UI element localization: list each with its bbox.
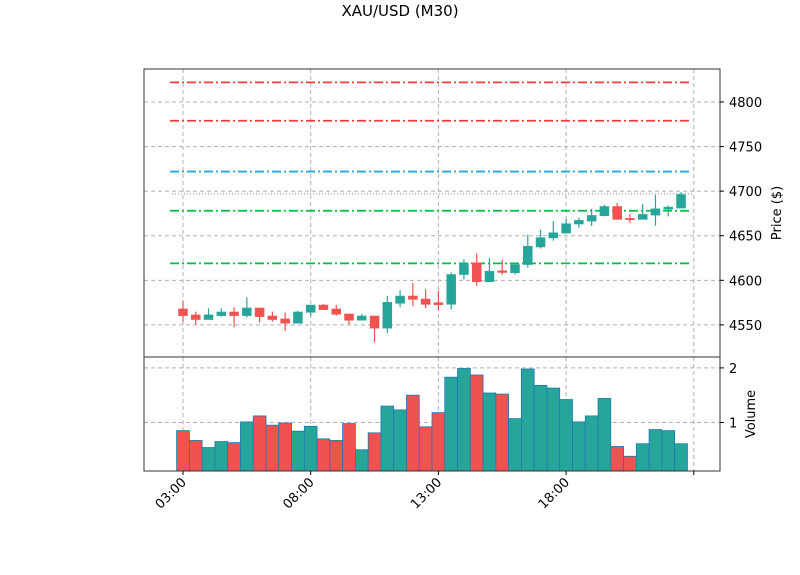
price-tick-label: 4800 xyxy=(729,96,762,111)
volume-bar xyxy=(214,441,229,472)
candle-body xyxy=(510,264,520,274)
candle-body xyxy=(191,314,201,320)
candle-body xyxy=(599,206,610,217)
candle-body xyxy=(267,315,278,320)
volume-bar xyxy=(380,405,395,472)
volume-bar xyxy=(635,443,650,472)
candle-body xyxy=(471,262,482,282)
candle-body xyxy=(280,318,290,324)
volume-tick-label: 2 xyxy=(729,362,737,377)
price-axis-label: Price ($) xyxy=(770,186,785,240)
candle-body xyxy=(216,311,227,316)
candle-body xyxy=(535,237,546,248)
candle-body xyxy=(650,208,661,216)
volume-bar xyxy=(521,368,535,472)
x-tick-label: 08:00 xyxy=(280,475,317,512)
candle-body xyxy=(433,302,444,305)
price-tick-label: 4600 xyxy=(729,274,762,289)
candle-body xyxy=(676,194,686,209)
candle-body xyxy=(242,307,252,316)
volume-bar xyxy=(661,430,676,472)
volume-bar xyxy=(533,384,548,472)
volume-bar xyxy=(316,438,331,472)
candle-body xyxy=(637,214,648,220)
candle-body xyxy=(497,270,507,273)
volume-bar xyxy=(431,412,446,472)
candle-body xyxy=(574,220,584,225)
candle-body xyxy=(318,304,329,310)
volume-bar xyxy=(176,430,190,472)
candle-body xyxy=(625,218,635,220)
volume-bar xyxy=(418,426,433,472)
candle-body xyxy=(305,304,316,313)
volume-bar xyxy=(393,409,407,472)
candle-body xyxy=(357,315,367,321)
volume-bar xyxy=(623,455,637,472)
price-tick-label: 4550 xyxy=(729,319,762,334)
volume-bar xyxy=(546,387,561,472)
volume-bar xyxy=(329,440,344,472)
x-tick-label: 13:00 xyxy=(408,475,445,512)
price-tick-label: 4700 xyxy=(729,185,762,200)
candle-body xyxy=(459,263,469,275)
candle-body xyxy=(331,308,341,315)
price-tick-label: 4650 xyxy=(729,230,762,245)
volume-bar xyxy=(342,423,356,472)
candle-body xyxy=(612,206,622,220)
volume-bar xyxy=(265,424,280,472)
candle-body xyxy=(178,308,188,316)
volume-bar xyxy=(508,418,522,472)
candle-body xyxy=(548,232,559,239)
candle-body xyxy=(561,223,571,234)
volume-bar xyxy=(444,376,458,472)
volume-bar xyxy=(201,447,216,472)
volume-axis-label: Volume xyxy=(744,390,759,438)
volume-bar xyxy=(406,394,420,472)
volume-bar xyxy=(572,421,586,472)
x-tick-label: 18:00 xyxy=(536,475,573,512)
volume-bar xyxy=(482,392,497,472)
volume-bar xyxy=(367,432,382,472)
candle-body xyxy=(420,298,431,305)
candle-body xyxy=(395,295,405,304)
price-tick-label: 4750 xyxy=(729,141,762,156)
volume-bar xyxy=(457,368,471,472)
candle-body xyxy=(369,315,380,329)
candle-body xyxy=(229,311,239,316)
candle-body xyxy=(382,302,393,329)
volume-bar xyxy=(559,399,573,472)
candle-body xyxy=(446,274,456,305)
volume-bar xyxy=(469,374,484,472)
x-tick-label: 03:00 xyxy=(153,475,190,512)
volume-bar xyxy=(291,430,305,472)
volume-bar xyxy=(584,415,599,472)
volume-bar xyxy=(597,398,612,472)
volume-bar xyxy=(278,422,292,472)
candle-body xyxy=(344,313,354,321)
volume-bar xyxy=(227,442,241,472)
candle-body xyxy=(203,314,214,320)
candle-body xyxy=(523,246,533,265)
candle-body xyxy=(408,295,418,300)
chart-title: XAU/USD (M30) xyxy=(341,2,458,20)
candle-body xyxy=(254,307,265,317)
volume-bar xyxy=(354,449,369,472)
volume-bar xyxy=(610,446,624,472)
candle-body xyxy=(484,270,495,282)
volume-bar xyxy=(495,393,510,472)
candle-body xyxy=(293,311,303,324)
volume-bar xyxy=(188,440,203,472)
volume-bar xyxy=(674,443,688,472)
candle-body xyxy=(586,215,597,222)
volume-bar xyxy=(240,421,254,472)
volume-bar xyxy=(252,415,267,472)
volume-panel-frame xyxy=(143,356,721,472)
volume-bar xyxy=(648,429,663,472)
volume-tick-label: 1 xyxy=(729,416,737,431)
volume-bar xyxy=(303,425,318,472)
candle-body xyxy=(663,206,674,210)
